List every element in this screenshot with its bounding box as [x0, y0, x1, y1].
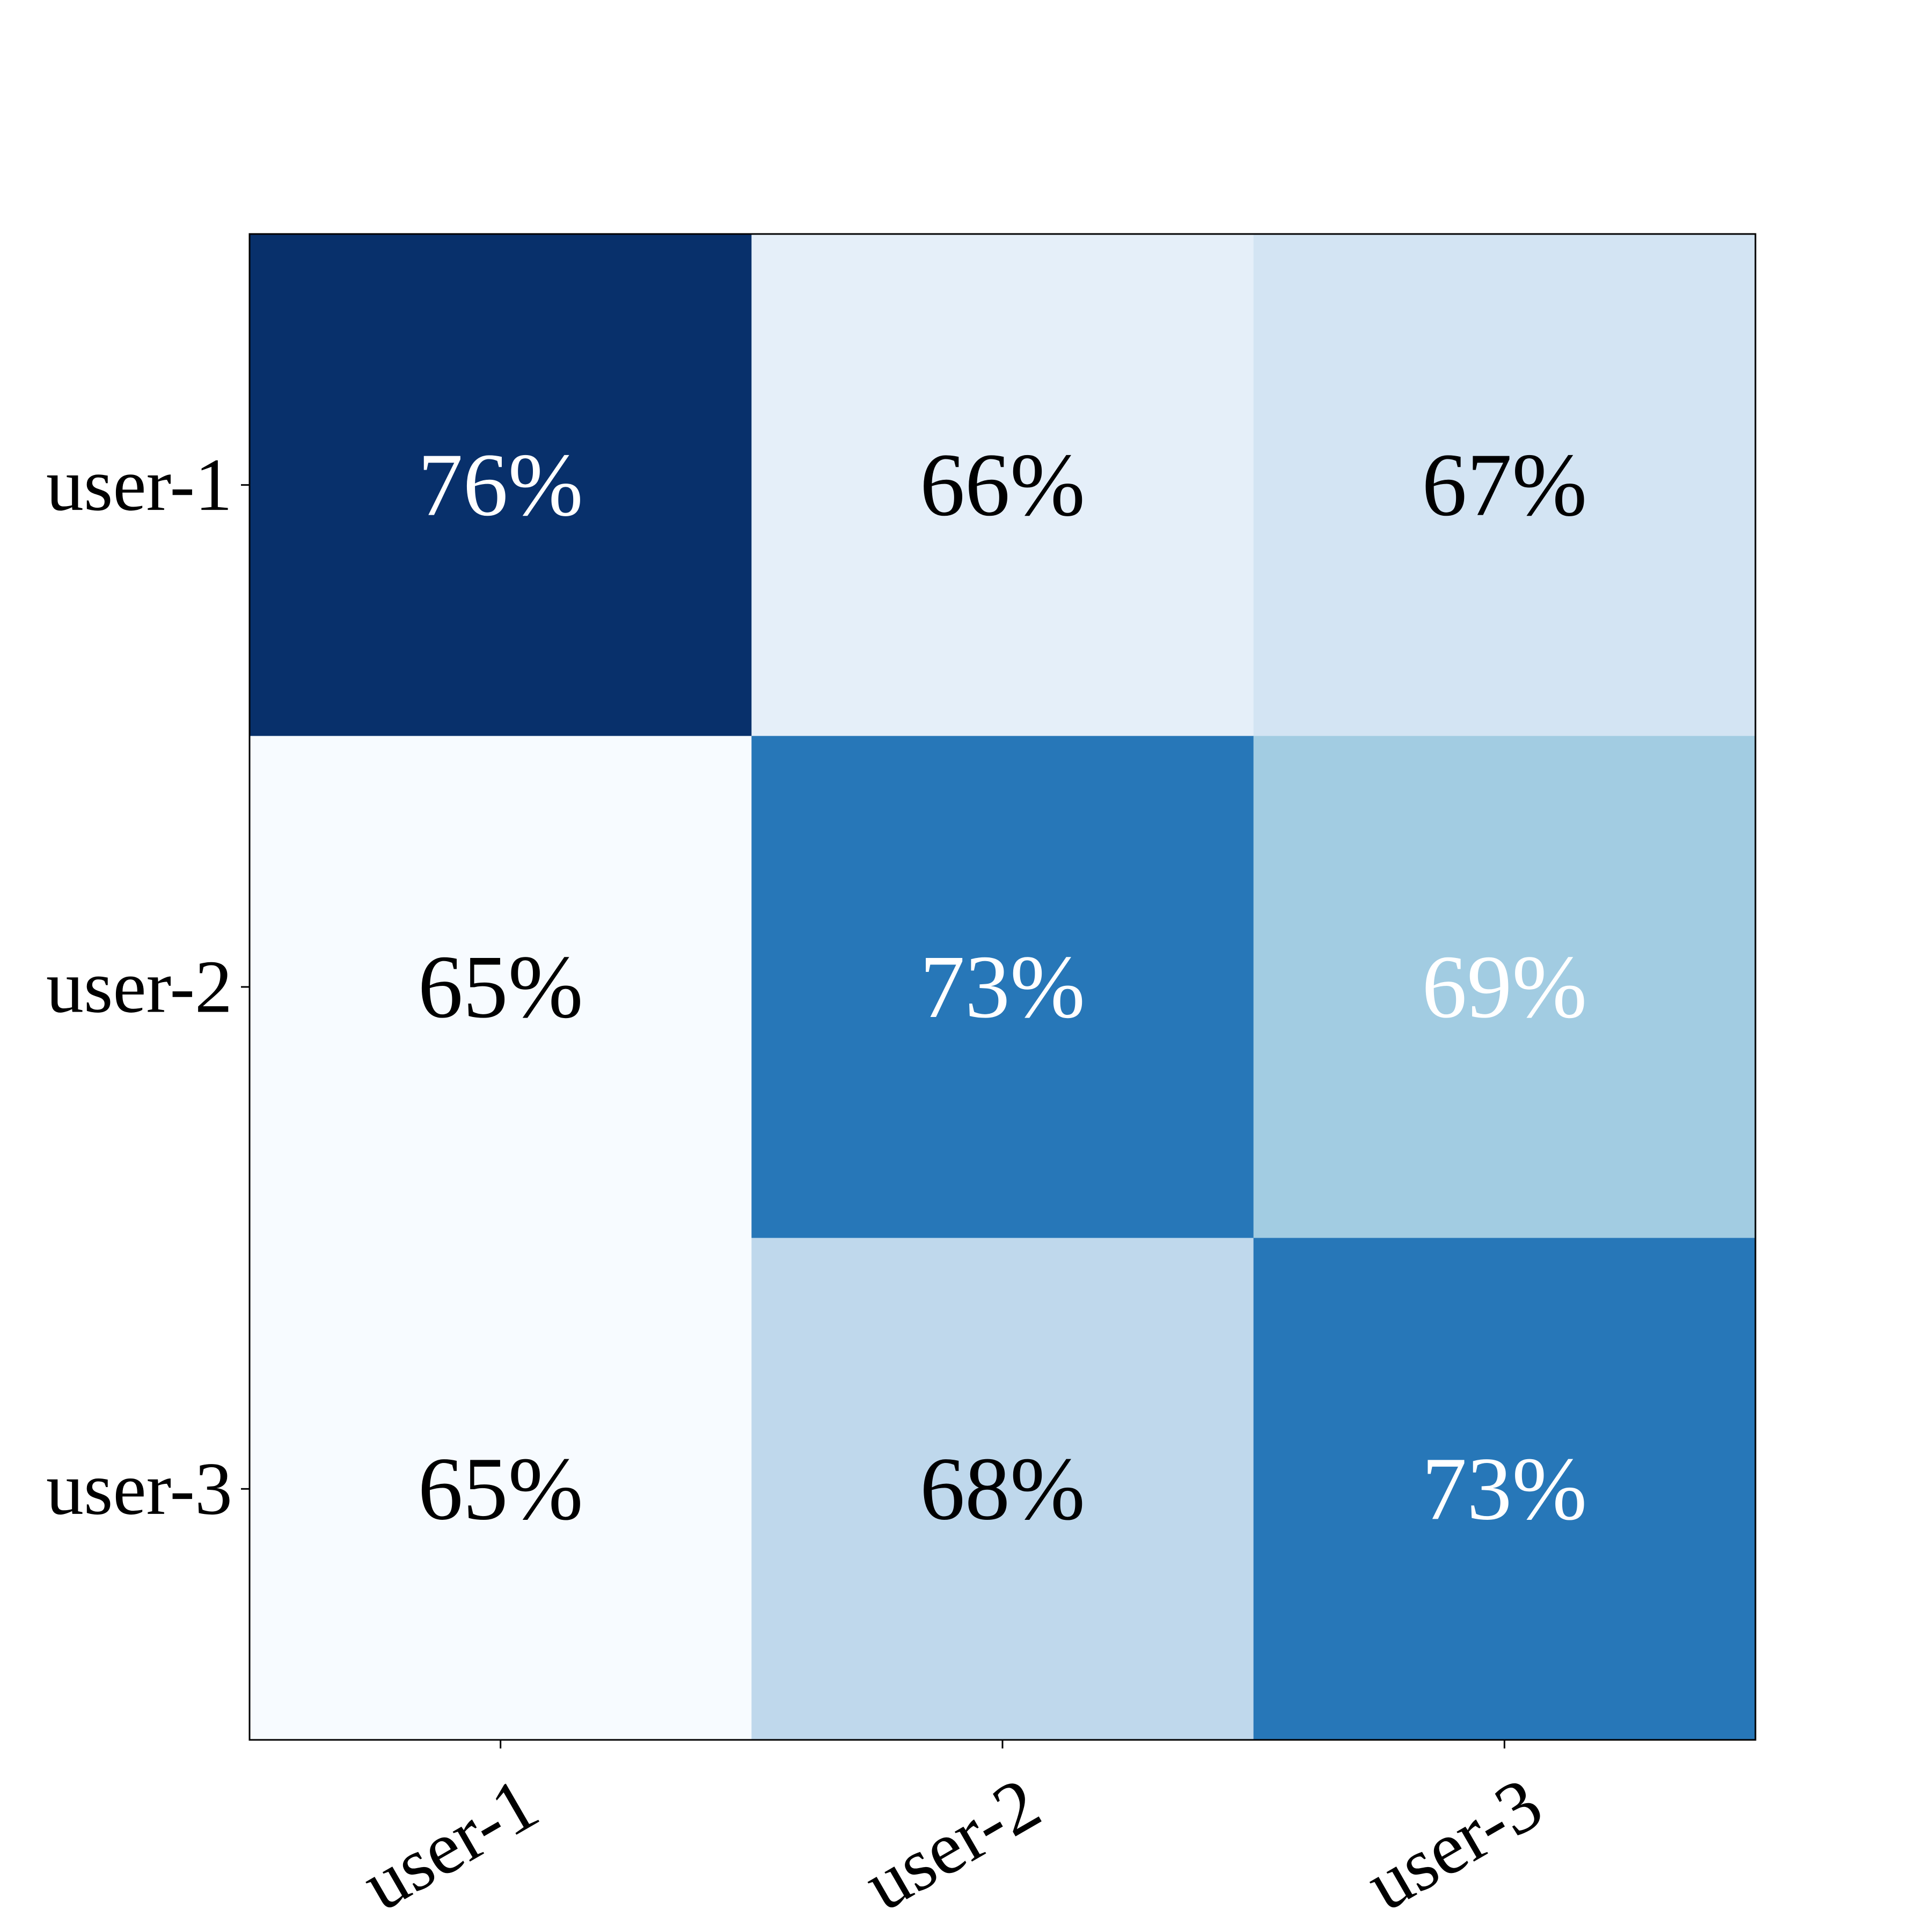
heatmap-cell-2-3 [1253, 736, 1756, 1239]
heatmap-cell-1-3 [1253, 234, 1756, 736]
y-axis: user-1 user-2 user-3 [46, 443, 250, 1531]
x-tick-label: user-3 [1352, 1762, 1555, 1927]
y-tick-label: user-3 [46, 1447, 232, 1531]
heatmap-cell-2-2 [751, 736, 1254, 1239]
x-tick-label: user-1 [349, 1762, 552, 1927]
x-tick-label: user-2 [851, 1762, 1053, 1927]
heatmap-cell-1-2 [751, 234, 1254, 736]
cell-value-label: 68% [920, 1439, 1085, 1539]
cell-value-label: 66% [920, 435, 1085, 535]
heatmap-cell-labels: 76% 66% 67% 65% 73% 69% 65% 68% 73% [418, 435, 1587, 1539]
heatmap-cell-3-2 [751, 1238, 1254, 1740]
cell-value-label: 76% [418, 435, 583, 535]
heatmap-cell-1-1 [250, 234, 752, 736]
cell-value-label: 69% [1422, 937, 1587, 1037]
y-tick-label: user-1 [46, 443, 232, 526]
heatmap-cell-3-3 [1253, 1238, 1756, 1740]
heatmap-cell-2-1 [250, 736, 752, 1239]
y-tick-label: user-2 [46, 946, 232, 1029]
cell-value-label: 73% [920, 937, 1085, 1037]
heatmap-cells [250, 234, 1756, 1740]
x-axis: user-1 user-2 user-3 [349, 1740, 1555, 1927]
cell-value-label: 65% [418, 937, 583, 1037]
cell-value-label: 65% [418, 1439, 583, 1539]
cell-value-label: 67% [1422, 435, 1587, 535]
heatmap-cell-3-1 [250, 1238, 752, 1740]
cell-value-label: 73% [1422, 1439, 1587, 1539]
